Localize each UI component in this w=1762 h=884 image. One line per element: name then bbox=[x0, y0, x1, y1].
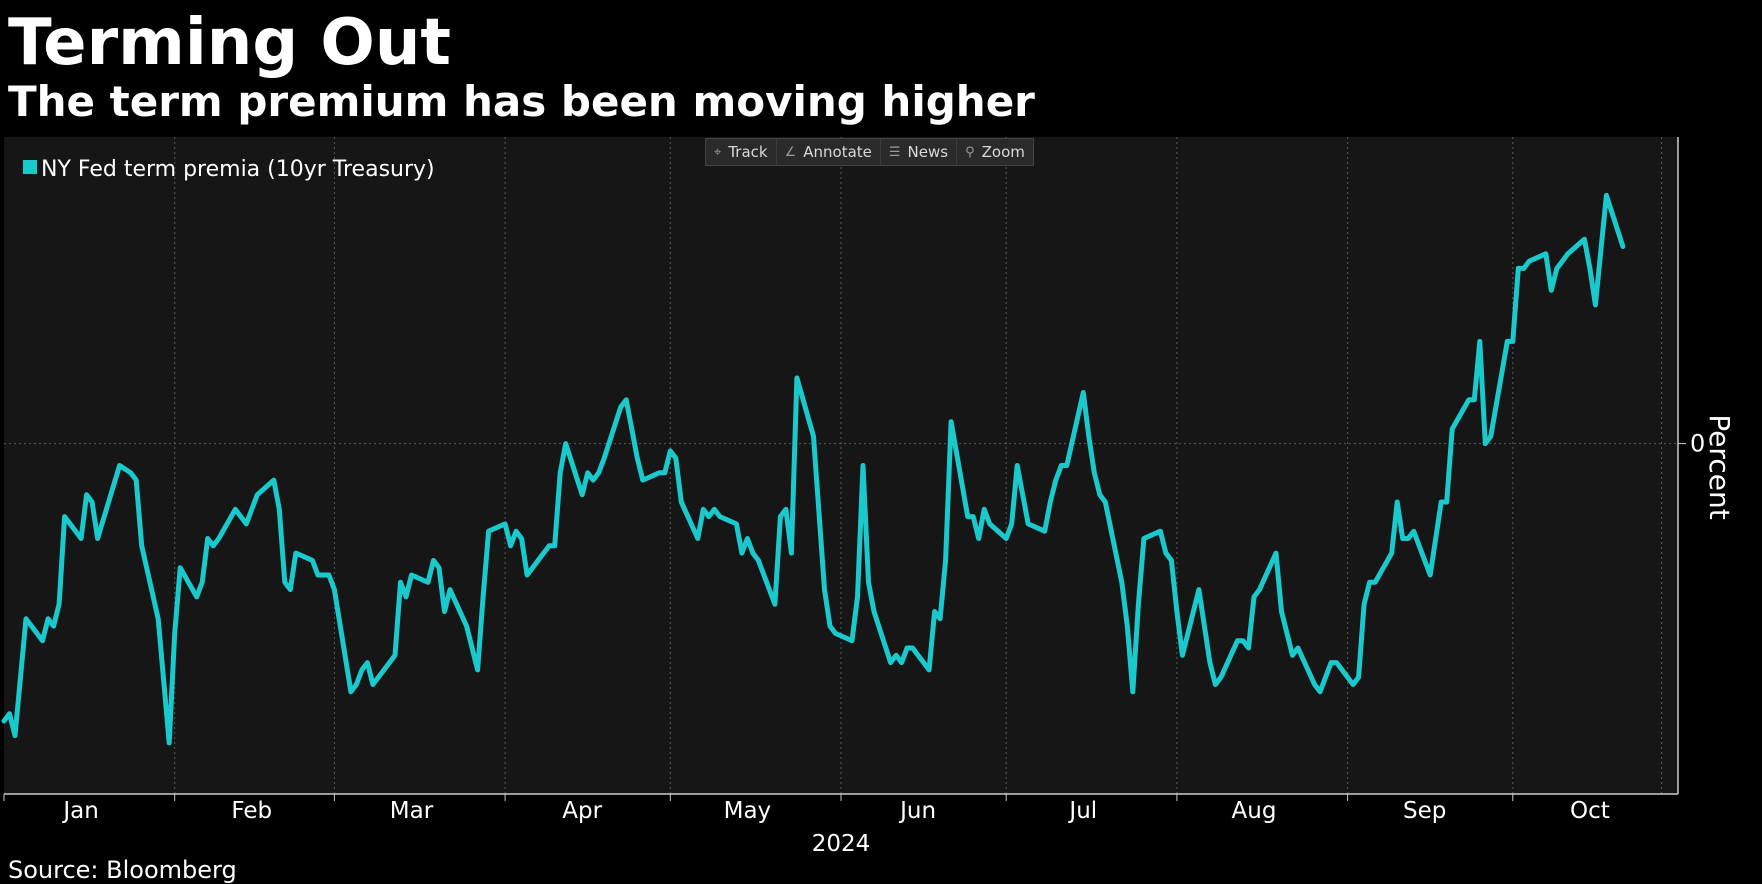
track-label: Track bbox=[728, 143, 768, 161]
track-button[interactable]: ⌖ Track bbox=[706, 139, 777, 165]
y-axis-label: Percent bbox=[1703, 414, 1736, 519]
magnifier-icon: ⚲ bbox=[965, 144, 975, 160]
news-icon: ☰ bbox=[888, 144, 901, 160]
news-label: News bbox=[907, 143, 949, 161]
source-note: Source: Bloomberg bbox=[8, 856, 237, 884]
x-tick-label: Apr bbox=[562, 798, 602, 824]
x-axis-year-label: 2024 bbox=[812, 831, 871, 857]
annotate-label: Annotate bbox=[803, 143, 872, 161]
chart-subtitle: The term premium has been moving higher bbox=[8, 77, 1035, 126]
x-tick-label: Jul bbox=[1067, 798, 1097, 824]
legend-swatch bbox=[23, 160, 37, 174]
axis-labels: Percent 2024 Jan Feb Mar Apr May Jun Jul Aug Sep… bbox=[61, 414, 1736, 857]
zoom-label: Zoom bbox=[981, 143, 1025, 161]
zoom-button[interactable]: ⚲ Zoom bbox=[957, 139, 1033, 165]
annotate-button[interactable]: ∠ Annotate bbox=[777, 139, 881, 165]
chart-toolbar: ⌖ Track ∠ Annotate ☰ News ⚲ Zoom bbox=[705, 138, 1034, 166]
crosshair-icon: ⌖ bbox=[714, 144, 722, 160]
legend-label: NY Fed term premia (10yr Treasury) bbox=[41, 157, 435, 182]
axes bbox=[3, 137, 1686, 801]
y-tick-label: 0 bbox=[1690, 430, 1705, 458]
plot-area bbox=[4, 137, 1678, 794]
x-tick-label: Jun bbox=[898, 798, 936, 824]
x-tick-label: Jan bbox=[61, 798, 98, 824]
x-tick-label: Sep bbox=[1403, 798, 1446, 824]
x-tick-label: May bbox=[724, 798, 772, 824]
news-button[interactable]: ☰ News bbox=[881, 139, 958, 165]
series-line-0 bbox=[1, 192, 1626, 746]
series-layer bbox=[1, 192, 1626, 746]
legend: NY Fed term premia (10yr Treasury) bbox=[23, 157, 435, 182]
x-tick-label: Mar bbox=[390, 798, 434, 824]
x-tick-label: Oct bbox=[1570, 798, 1610, 824]
chart-title: Terming Out bbox=[8, 6, 451, 80]
x-tick-label: Feb bbox=[231, 798, 272, 824]
x-tick-label: Aug bbox=[1232, 798, 1277, 824]
grid-lines bbox=[4, 137, 1678, 794]
pencil-icon: ∠ bbox=[784, 144, 797, 160]
